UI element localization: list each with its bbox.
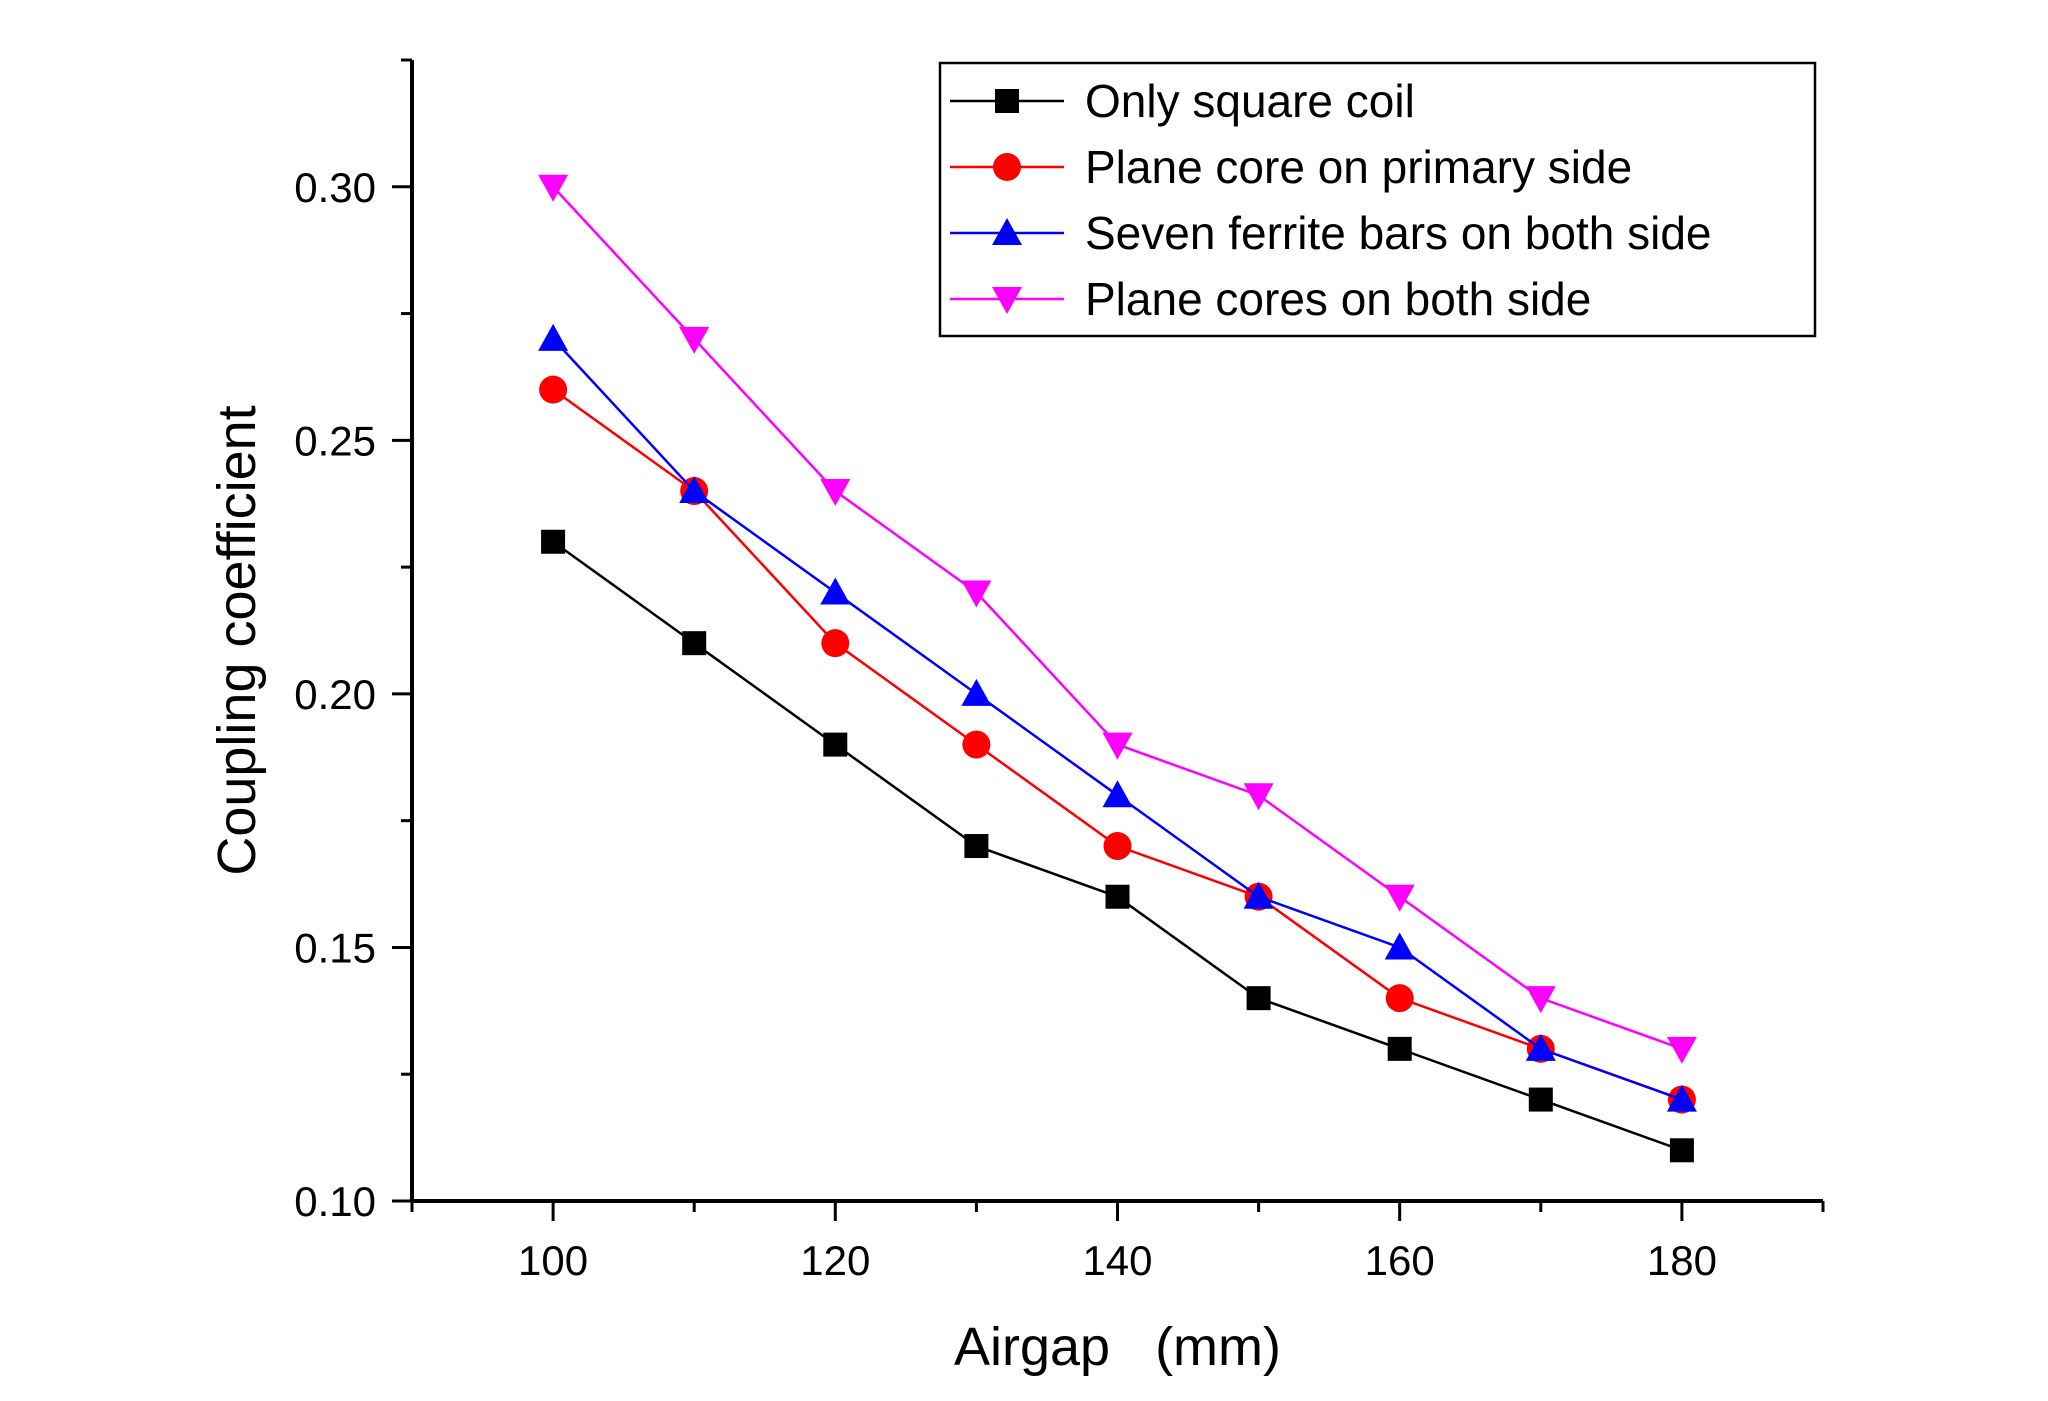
data-point-seven-ferrite-bars-on-both-side bbox=[1666, 1084, 1697, 1112]
data-point-only-square-coil bbox=[823, 732, 848, 757]
data-point-only-square-coil bbox=[964, 834, 989, 859]
legend-label: Plane core on primary side bbox=[1085, 141, 1632, 193]
y-tick-label: 0.30 bbox=[294, 164, 376, 211]
series-line-seven-ferrite-bars-on-both-side bbox=[552, 338, 1683, 1101]
x-tick-label: 120 bbox=[800, 1237, 870, 1284]
y-tick-label: 0.25 bbox=[294, 417, 376, 464]
legend-marker bbox=[995, 89, 1019, 113]
data-point-only-square-coil bbox=[682, 631, 707, 656]
data-point-seven-ferrite-bars-on-both-side bbox=[538, 323, 569, 351]
data-point-plane-cores-on-both-side bbox=[679, 326, 710, 354]
data-point-plane-core-on-primary-side bbox=[821, 629, 850, 658]
data-point-seven-ferrite-bars-on-both-side bbox=[1384, 932, 1415, 960]
legend-entry-only-square-coil: Only square coil bbox=[950, 75, 1415, 127]
legend-label: Seven ferrite bars on both side bbox=[1085, 207, 1711, 259]
data-point-plane-core-on-primary-side bbox=[1385, 984, 1414, 1013]
x-ticks: 100 120 140 160 180 bbox=[410, 1201, 1825, 1284]
data-point-seven-ferrite-bars-on-both-side bbox=[1525, 1033, 1556, 1061]
data-point-plane-core-on-primary-side bbox=[962, 730, 991, 759]
data-point-seven-ferrite-bars-on-both-side bbox=[820, 577, 851, 605]
legend-label: Only square coil bbox=[1085, 75, 1415, 127]
data-point-seven-ferrite-bars-on-both-side bbox=[679, 476, 710, 504]
data-point-only-square-coil bbox=[1105, 884, 1130, 909]
data-point-plane-cores-on-both-side bbox=[1102, 732, 1133, 760]
y-tick-label: 0.15 bbox=[294, 924, 376, 971]
y-axis-title: Coupling coefficient bbox=[207, 405, 267, 875]
data-point-plane-core-on-primary-side bbox=[1103, 832, 1132, 861]
series-plane-cores-on-both-side bbox=[538, 174, 1697, 1064]
x-tick-label: 140 bbox=[1082, 1237, 1152, 1284]
data-point-only-square-coil bbox=[1669, 1138, 1694, 1163]
data-point-seven-ferrite-bars-on-both-side bbox=[1243, 881, 1274, 909]
data-point-plane-cores-on-both-side bbox=[820, 479, 851, 507]
legend-entry-plane-core-on-primary-side: Plane core on primary side bbox=[950, 141, 1632, 193]
data-point-plane-cores-on-both-side bbox=[1666, 1036, 1697, 1064]
series-only-square-coil bbox=[541, 529, 1694, 1163]
legend-marker bbox=[992, 218, 1022, 245]
data-point-plane-cores-on-both-side bbox=[961, 580, 992, 608]
data-point-only-square-coil bbox=[1387, 1036, 1412, 1061]
x-tick-label: 100 bbox=[518, 1237, 588, 1284]
data-point-plane-cores-on-both-side bbox=[1525, 986, 1556, 1014]
data-point-only-square-coil bbox=[1246, 986, 1271, 1011]
y-ticks: 0.10 0.15 0.20 0.25 0.30 bbox=[294, 58, 412, 1225]
series-seven-ferrite-bars-on-both-side bbox=[538, 323, 1697, 1112]
data-point-plane-core-on-primary-side bbox=[539, 375, 568, 404]
y-tick-label: 0.20 bbox=[294, 671, 376, 718]
x-tick-label: 160 bbox=[1365, 1237, 1435, 1284]
series-layer bbox=[538, 174, 1697, 1163]
x-tick-label: 180 bbox=[1647, 1237, 1717, 1284]
legend-entry-plane-cores-on-both-side: Plane cores on both side bbox=[950, 273, 1591, 325]
legend-box bbox=[938, 61, 1817, 338]
data-point-plane-cores-on-both-side bbox=[1243, 783, 1274, 811]
data-point-seven-ferrite-bars-on-both-side bbox=[1102, 780, 1133, 808]
x-axis-title: Airgap (mm) bbox=[954, 1317, 1281, 1377]
data-point-only-square-coil bbox=[1528, 1087, 1553, 1112]
data-point-only-square-coil bbox=[541, 529, 566, 554]
legend-entry-seven-ferrite-bars-on-both-side: Seven ferrite bars on both side bbox=[950, 207, 1711, 259]
y-tick-label: 0.10 bbox=[294, 1178, 376, 1225]
legend-marker bbox=[992, 287, 1022, 314]
data-point-plane-cores-on-both-side bbox=[1384, 884, 1415, 912]
legend-label: Plane cores on both side bbox=[1085, 273, 1591, 325]
data-point-seven-ferrite-bars-on-both-side bbox=[961, 678, 992, 706]
legend: Only square coil Plane core on primary si… bbox=[938, 61, 1817, 338]
data-point-plane-cores-on-both-side bbox=[538, 174, 569, 202]
legend-marker bbox=[993, 153, 1021, 181]
